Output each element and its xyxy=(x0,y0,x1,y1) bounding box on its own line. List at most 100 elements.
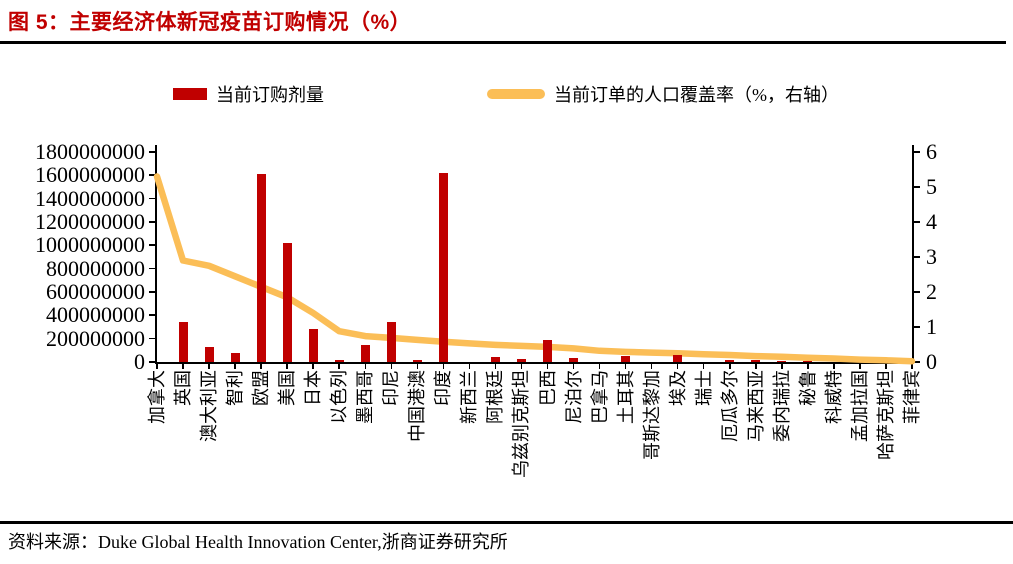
left-axis-tick xyxy=(149,314,155,316)
x-axis-tick xyxy=(650,364,653,369)
x-axis-tick xyxy=(468,364,471,369)
legend-label-doses: 当前订购剂量 xyxy=(216,85,324,105)
left-axis-tick-label: 600000000 xyxy=(46,279,145,304)
right-axis-tick xyxy=(914,256,920,258)
left-axis-tick-label: 1400000000 xyxy=(35,185,145,211)
coverage-line-path xyxy=(153,173,916,365)
x-axis-tick xyxy=(859,364,861,369)
bar xyxy=(178,321,188,362)
x-axis-tick xyxy=(885,364,887,369)
right-axis-tick xyxy=(914,326,920,328)
source-divider xyxy=(0,521,1013,524)
bar xyxy=(725,360,735,362)
x-axis-tick xyxy=(208,364,210,369)
bar xyxy=(230,352,240,362)
bar xyxy=(360,344,370,362)
left-axis-tick-label: 1200000000 xyxy=(35,209,145,234)
right-axis-tick xyxy=(914,186,920,188)
bar xyxy=(751,360,761,362)
right-axis-tick-label: 0 xyxy=(926,349,937,374)
right-axis-tick-label: 5 xyxy=(926,174,937,199)
x-axis-tick xyxy=(520,364,523,369)
x-axis-tick xyxy=(182,364,184,369)
left-axis-tick-label: 400000000 xyxy=(46,302,145,328)
bar xyxy=(516,358,526,362)
x-axis-tick xyxy=(234,364,236,369)
x-axis-tick xyxy=(286,364,288,369)
bar xyxy=(256,174,266,362)
left-axis-tick xyxy=(149,337,155,340)
right-axis-tick-label: 6 xyxy=(926,139,937,164)
x-axis-tick xyxy=(364,364,367,369)
x-axis-tick xyxy=(624,364,627,369)
left-axis-tick-label: 800000000 xyxy=(46,255,145,281)
x-axis-tick xyxy=(833,364,835,369)
chart-legend: 当前订购剂量 当前订单的人口覆盖率（%，右轴） xyxy=(0,82,1013,106)
right-axis-tick-label: 1 xyxy=(926,314,937,339)
y-axis-left xyxy=(155,145,157,364)
left-axis-tick-label: 1000000000 xyxy=(35,232,145,258)
x-axis-tick xyxy=(572,364,575,369)
legend-item-coverage: 当前订单的人口覆盖率（%，右轴） xyxy=(487,82,839,106)
right-axis-tick-label: 4 xyxy=(926,209,937,234)
x-axis-tick xyxy=(156,364,158,369)
bar xyxy=(777,360,787,362)
bar xyxy=(438,173,448,362)
right-axis-tick xyxy=(914,291,920,293)
right-axis-tick xyxy=(914,361,920,363)
x-axis-tick xyxy=(260,364,262,369)
x-axis-tick xyxy=(755,364,757,369)
x-axis-tick xyxy=(416,364,419,369)
bar xyxy=(282,243,292,362)
left-axis-tick xyxy=(149,267,155,270)
bar xyxy=(204,346,214,362)
right-axis-tick xyxy=(914,221,920,223)
bar xyxy=(621,356,631,362)
x-axis-tick xyxy=(598,364,601,369)
x-axis-tick xyxy=(702,364,705,369)
x-axis-tick xyxy=(442,364,445,369)
x-axis-tick xyxy=(494,364,497,369)
left-axis-tick xyxy=(149,221,155,223)
x-axis-tick xyxy=(676,364,679,369)
bar xyxy=(386,321,396,362)
left-axis-tick xyxy=(149,244,155,246)
x-axis-tick xyxy=(911,364,913,369)
right-axis-tick-label: 2 xyxy=(926,279,937,304)
left-axis-tick xyxy=(149,197,155,200)
left-axis-tick-label: 1800000000 xyxy=(35,139,145,164)
line-legend-swatch xyxy=(487,89,545,99)
bar xyxy=(412,360,422,362)
left-axis-tick xyxy=(149,361,155,363)
figure-title: 图 5：主要经济体新冠疫苗订购情况（%） xyxy=(8,11,412,34)
bar xyxy=(803,360,813,362)
x-axis-tick xyxy=(729,364,731,369)
x-axis-tick xyxy=(807,364,809,369)
legend-label-coverage: 当前订单的人口覆盖率（%，右轴） xyxy=(554,85,839,105)
left-axis-tick-label: 1600000000 xyxy=(35,162,145,188)
x-axis-tick xyxy=(390,364,393,369)
bar xyxy=(673,355,683,362)
title-underline xyxy=(0,41,1006,44)
x-axis-tick xyxy=(546,364,549,369)
bar xyxy=(569,358,579,362)
bar xyxy=(543,339,553,362)
x-axis-tick xyxy=(781,364,783,369)
bar xyxy=(490,357,500,362)
bar xyxy=(308,328,318,362)
legend-item-doses: 当前订购剂量 xyxy=(173,82,324,106)
x-axis xyxy=(155,362,914,364)
right-axis-tick xyxy=(914,151,920,153)
right-axis-tick-label: 3 xyxy=(926,244,937,269)
left-axis-tick xyxy=(149,174,155,176)
left-axis-tick xyxy=(149,151,155,153)
left-axis-tick-label: 200000000 xyxy=(46,325,145,351)
left-axis-tick-label: 0 xyxy=(134,349,145,374)
x-axis-tick xyxy=(312,364,314,369)
bar-legend-swatch xyxy=(173,88,207,100)
x-axis-tick xyxy=(338,364,340,369)
bar xyxy=(334,359,344,362)
